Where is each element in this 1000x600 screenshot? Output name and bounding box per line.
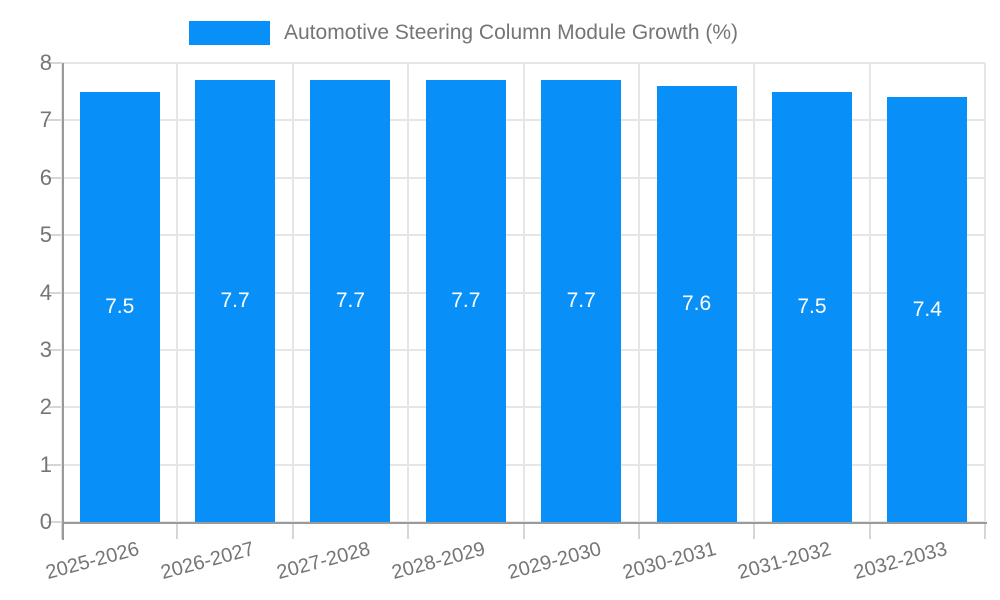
y-axis-label: 7: [39, 107, 52, 133]
bar[interactable]: [310, 80, 391, 522]
bar[interactable]: [79, 91, 160, 522]
v-gridline: [984, 63, 986, 522]
bar-value-label: 7.4: [912, 297, 942, 321]
x-tick: [407, 523, 410, 539]
bar-value-label: 7.7: [566, 289, 596, 313]
y-axis-label: 2: [39, 394, 52, 420]
v-gridline: [176, 63, 179, 522]
x-tick: [984, 523, 986, 539]
legend: Automotive Steering Column Module Growth…: [189, 20, 738, 46]
y-tick: [47, 463, 62, 466]
y-tick: [47, 348, 62, 351]
y-tick: [47, 176, 62, 179]
y-axis-label: 4: [39, 279, 52, 305]
x-tick: [753, 523, 756, 539]
legend-swatch: [189, 21, 270, 45]
x-axis-label: 2032-2033: [851, 537, 950, 584]
bar-value-label: 7.7: [335, 289, 366, 313]
bar-value-label: 7.5: [105, 294, 135, 318]
bar-value-label: 7.6: [681, 291, 712, 315]
bar-value-label: 7.7: [451, 289, 481, 313]
y-axis-label: 1: [39, 451, 52, 477]
bar[interactable]: [771, 91, 852, 522]
x-axis-line: [62, 522, 987, 524]
bar[interactable]: [425, 80, 506, 522]
y-tick: [47, 406, 62, 409]
x-axis-label: 2031-2032: [735, 537, 834, 584]
v-gridline: [522, 63, 525, 522]
bar[interactable]: [195, 80, 276, 522]
x-tick: [291, 523, 294, 539]
x-axis-label: 2029-2030: [505, 537, 604, 584]
y-axis-line: [62, 63, 64, 540]
y-tick: [47, 521, 62, 523]
x-tick: [637, 523, 640, 539]
x-axis-label: 2025-2026: [43, 537, 142, 584]
bar[interactable]: [541, 80, 622, 522]
v-gridline: [753, 63, 756, 522]
bar[interactable]: [887, 97, 968, 522]
y-axis-label: 3: [39, 336, 52, 362]
x-axis-label: 2027-2028: [274, 537, 373, 584]
y-tick: [47, 234, 62, 237]
x-axis-label: 2028-2029: [389, 537, 488, 584]
bar-value-label: 7.7: [220, 289, 250, 313]
y-tick: [47, 62, 62, 64]
bar-value-label: 7.5: [797, 294, 827, 318]
y-axis-label: 8: [39, 50, 52, 75]
v-gridline: [407, 63, 410, 522]
y-tick: [47, 291, 62, 294]
y-axis-label: 6: [39, 164, 52, 190]
v-gridline: [637, 63, 640, 522]
v-gridline: [868, 63, 871, 522]
x-axis-label: 2030-2031: [620, 537, 719, 584]
v-gridline: [291, 63, 294, 522]
bar[interactable]: [656, 85, 737, 522]
x-tick: [868, 523, 871, 539]
x-tick: [522, 523, 525, 539]
y-tick: [47, 119, 62, 122]
chart-title: Automotive Steering Column Module Growth…: [284, 21, 739, 44]
y-axis-label: 5: [39, 222, 52, 248]
x-tick: [176, 523, 179, 539]
x-axis-label: 2026-2027: [158, 537, 258, 584]
y-axis-label: 0: [39, 509, 52, 534]
